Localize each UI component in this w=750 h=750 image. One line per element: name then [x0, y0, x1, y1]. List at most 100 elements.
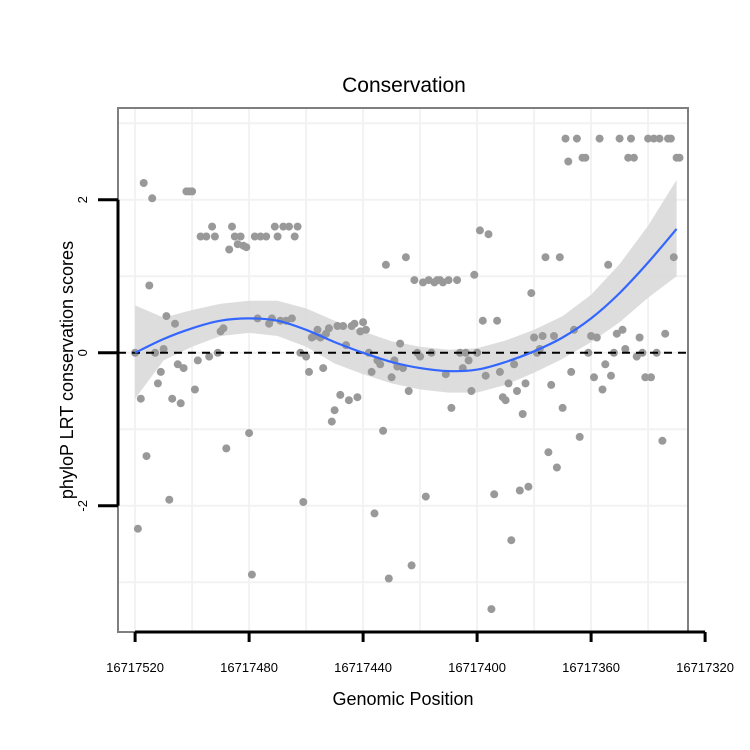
data-point [521, 379, 530, 388]
data-point [225, 245, 234, 254]
data-point [222, 444, 231, 453]
data-point [604, 260, 613, 269]
data-point [601, 360, 610, 369]
data-point [538, 332, 547, 340]
data-point [153, 379, 162, 388]
data-point [208, 222, 217, 231]
data-point [558, 403, 567, 412]
data-point [336, 390, 345, 399]
data-point [647, 373, 655, 382]
data-point [202, 232, 211, 241]
y-tick-label: 2 [75, 196, 90, 203]
data-point [444, 276, 453, 285]
data-point [168, 394, 177, 403]
data-point [247, 570, 256, 579]
data-point [176, 399, 185, 408]
data-point [407, 561, 416, 570]
data-point [590, 373, 598, 382]
data-point [572, 134, 581, 143]
data-point [675, 153, 684, 162]
y-axis: 2 0 -2 [75, 196, 120, 512]
data-point [242, 243, 251, 252]
data-point [518, 410, 527, 418]
data-point [592, 333, 601, 342]
points-layer [131, 134, 684, 614]
data-point [361, 325, 370, 334]
data-point [324, 324, 333, 333]
data-point [487, 605, 496, 614]
data-point [287, 314, 296, 323]
data-point [193, 356, 202, 365]
data-point [262, 232, 271, 241]
data-point [333, 322, 342, 330]
data-point [621, 345, 630, 353]
x-tick-label: 16717520 [106, 660, 164, 675]
data-point [632, 352, 641, 361]
data-point [612, 329, 621, 338]
data-point [173, 360, 182, 369]
data-point [484, 230, 493, 239]
smooth-line-layer [134, 228, 678, 373]
data-point [470, 270, 479, 279]
data-point [635, 333, 644, 342]
data-point [467, 387, 476, 395]
data-point [302, 352, 311, 361]
data-point [547, 380, 556, 389]
data-point [145, 281, 154, 290]
x-tick-label: 16717320 [676, 660, 734, 675]
data-point [279, 222, 288, 231]
data-point [447, 403, 456, 412]
data-point [524, 482, 533, 491]
data-point [490, 490, 499, 499]
data-point [624, 153, 633, 162]
data-point [210, 232, 219, 241]
data-point [156, 367, 165, 376]
data-point [188, 187, 197, 196]
data-point [461, 348, 470, 357]
data-point [544, 448, 553, 457]
data-point [305, 367, 313, 376]
data-point [379, 426, 388, 435]
data-point [669, 253, 678, 262]
data-point [370, 509, 379, 518]
data-point [133, 524, 142, 533]
data-point [655, 134, 664, 143]
data-point [530, 333, 539, 342]
data-point [410, 276, 419, 285]
data-point [165, 495, 174, 504]
x-axis-title: Genomic Position [332, 689, 473, 709]
data-point [148, 194, 157, 203]
data-point [441, 370, 450, 379]
x-axis: 16717520 16717480 16717440 16717400 16717360… [106, 630, 734, 675]
data-point [561, 134, 570, 143]
data-point [299, 498, 308, 506]
data-point [475, 226, 484, 235]
y-axis-title: phyloP LRT conservation scores [57, 241, 77, 499]
data-point [404, 387, 413, 395]
chart-title: Conservation [342, 74, 466, 97]
data-point [285, 222, 293, 231]
data-point [179, 364, 188, 373]
data-point [644, 134, 653, 143]
data-point [196, 232, 205, 241]
data-point [151, 348, 160, 357]
data-point [313, 325, 322, 334]
data-point [293, 222, 302, 231]
data-point [396, 339, 405, 348]
data-point [136, 394, 145, 403]
data-point [256, 232, 265, 241]
data-point [649, 134, 658, 143]
data-point [581, 153, 590, 162]
data-point [367, 367, 376, 376]
data-point [230, 232, 239, 241]
confidence-ribbon [135, 179, 677, 399]
x-tick-label: 16717440 [334, 660, 392, 675]
data-point [627, 134, 635, 143]
data-point [564, 157, 573, 166]
data-point [555, 253, 564, 262]
data-point [162, 312, 171, 321]
x-tick-label: 16717480 [220, 660, 278, 675]
data-point [381, 260, 390, 269]
data-point [219, 324, 228, 333]
